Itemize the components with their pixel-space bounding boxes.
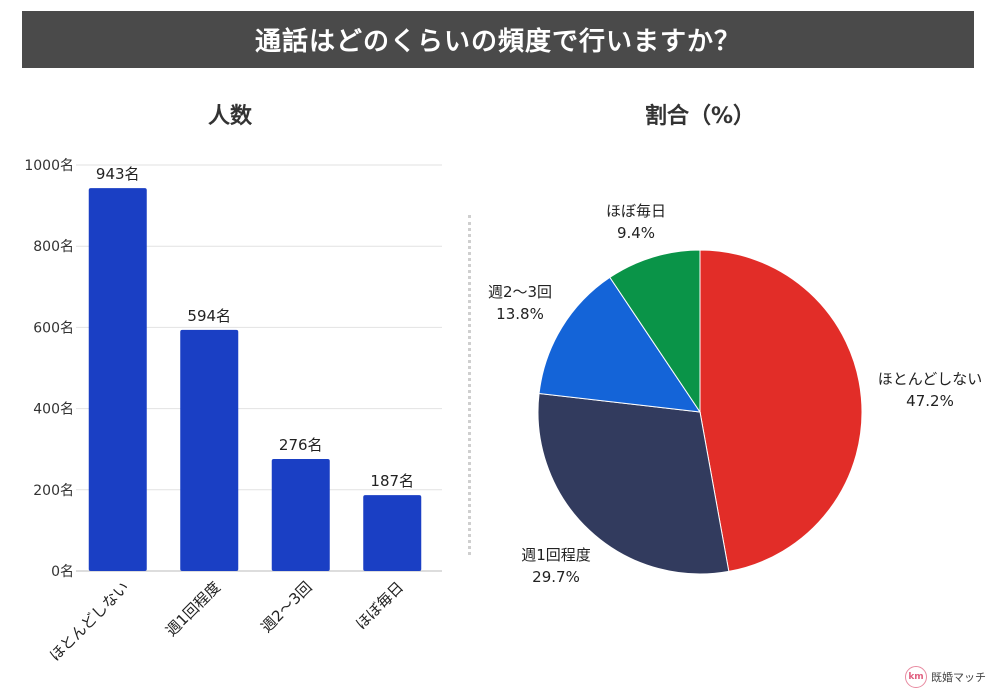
pie-slice	[537, 392, 730, 575]
pie-value-label: 13.8%	[496, 305, 544, 323]
pie-slice	[609, 249, 701, 414]
bar-value-label: 187名	[370, 472, 414, 490]
pie-value-label: 29.7%	[532, 568, 580, 586]
bar-chart-title: 人数	[207, 104, 252, 129]
pie-chart-title: 割合（%）	[644, 104, 756, 129]
x-tick-label: ほとんどしない	[46, 578, 133, 665]
y-tick-label: 400名	[33, 402, 74, 418]
chart-divider	[468, 215, 471, 555]
pie-chart: ほとんどしない 47.2% 週1回程度 29.7% 週2〜3回 13.8% ほぼ毎日 9.4%	[488, 202, 983, 586]
logo-mark-icon: km	[905, 666, 927, 688]
pie-label: ほとんどしない	[878, 370, 983, 388]
x-tick-label: 週2〜3回	[258, 578, 316, 636]
y-tick-label: 0名	[51, 564, 74, 580]
pie-value-label: 47.2%	[906, 392, 954, 410]
y-tick-label: 800名	[33, 239, 74, 255]
y-tick-label: 600名	[33, 320, 74, 336]
y-tick-label: 200名	[33, 483, 74, 499]
bar	[88, 188, 147, 571]
pie-value-label: 9.4%	[617, 224, 655, 242]
bar	[363, 495, 422, 571]
pie-label: ほぼ毎日	[606, 202, 666, 220]
bar-value-label: 943名	[96, 165, 140, 183]
brand-logo: km 既婚マッチ	[905, 666, 986, 688]
pie-slice	[538, 276, 702, 413]
bar	[180, 329, 239, 571]
x-tick-label: ほぼ毎日	[352, 578, 407, 633]
y-tick-label: 1000名	[24, 158, 74, 174]
pie-label: 週2〜3回	[488, 283, 552, 301]
logo-text: 既婚マッチ	[931, 671, 986, 684]
x-tick-label: 週1回程度	[162, 578, 224, 640]
bar-value-label: 276名	[279, 436, 323, 454]
chart-title: 通話はどのくらいの頻度で行いますか？	[22, 11, 974, 68]
pie-label: 週1回程度	[521, 546, 591, 564]
pie-slice	[699, 249, 863, 572]
bar	[271, 458, 330, 571]
bar-value-label: 594名	[187, 307, 231, 325]
